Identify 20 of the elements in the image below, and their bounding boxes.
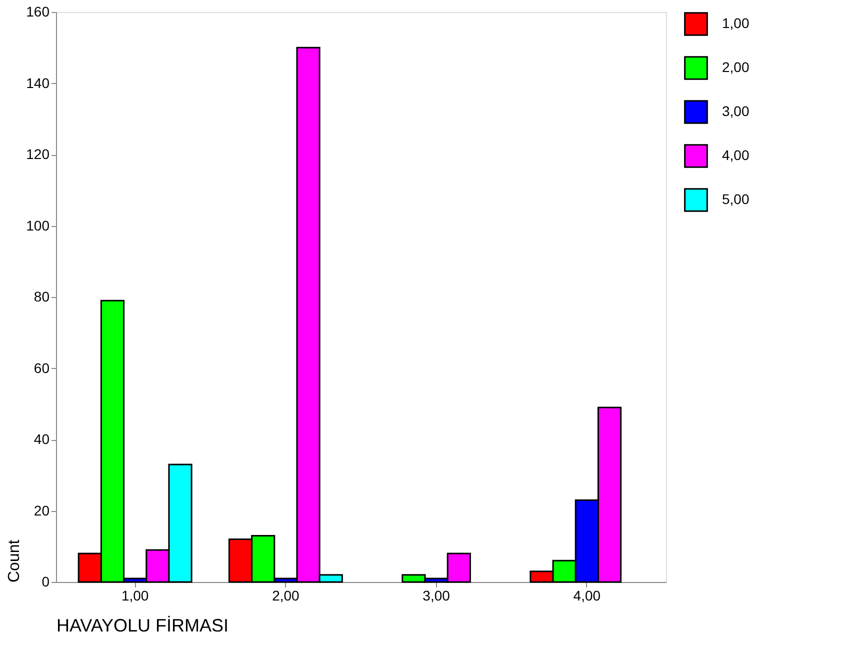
y-tick-label: 40 bbox=[34, 431, 50, 447]
x-axis-title: HAVAYOLU FİRMASI bbox=[56, 616, 229, 636]
x-tick-label: 4,00 bbox=[573, 588, 601, 604]
y-tick-label: 60 bbox=[34, 360, 50, 376]
y-tick-label: 160 bbox=[26, 4, 50, 20]
y-tick-label: 100 bbox=[26, 217, 50, 234]
legend-label: 2,00 bbox=[722, 59, 750, 75]
legend-label: 3,00 bbox=[722, 103, 750, 119]
y-tick-label: 0 bbox=[42, 574, 50, 590]
legend-label: 1,00 bbox=[722, 15, 750, 31]
legend-label: 4,00 bbox=[722, 147, 750, 163]
y-tick-label: 20 bbox=[34, 502, 50, 518]
legend-label: 5,00 bbox=[722, 191, 750, 207]
y-tick-label: 140 bbox=[26, 74, 50, 91]
y-axis-title: Count bbox=[6, 539, 24, 582]
x-tick-label: 3,00 bbox=[422, 588, 450, 604]
x-tick-label: 1,00 bbox=[121, 588, 149, 604]
x-tick-label: 2,00 bbox=[272, 588, 300, 604]
y-tick-label: 80 bbox=[34, 288, 50, 304]
y-tick-label: 120 bbox=[26, 146, 50, 162]
